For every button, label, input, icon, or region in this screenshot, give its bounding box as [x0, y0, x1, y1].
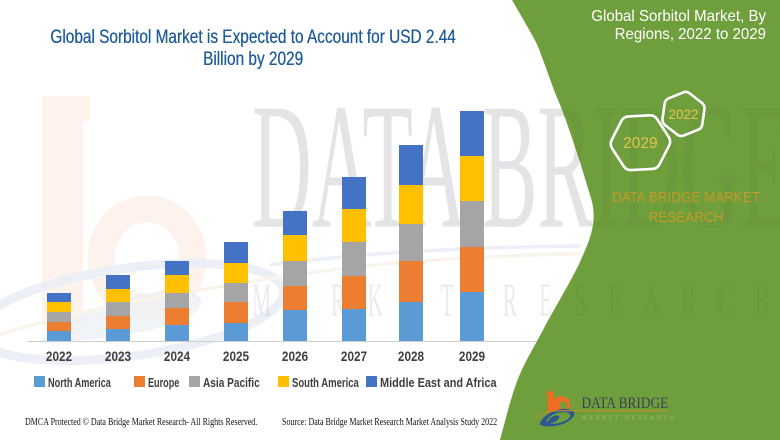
svg-text:MARKET RESEARCH: MARKET RESEARCH	[582, 416, 677, 422]
svg-text:2022: 2022	[668, 107, 698, 122]
svg-text:2029: 2029	[623, 135, 657, 152]
svg-text:DATA BRIDGE: DATA BRIDGE	[582, 395, 669, 412]
